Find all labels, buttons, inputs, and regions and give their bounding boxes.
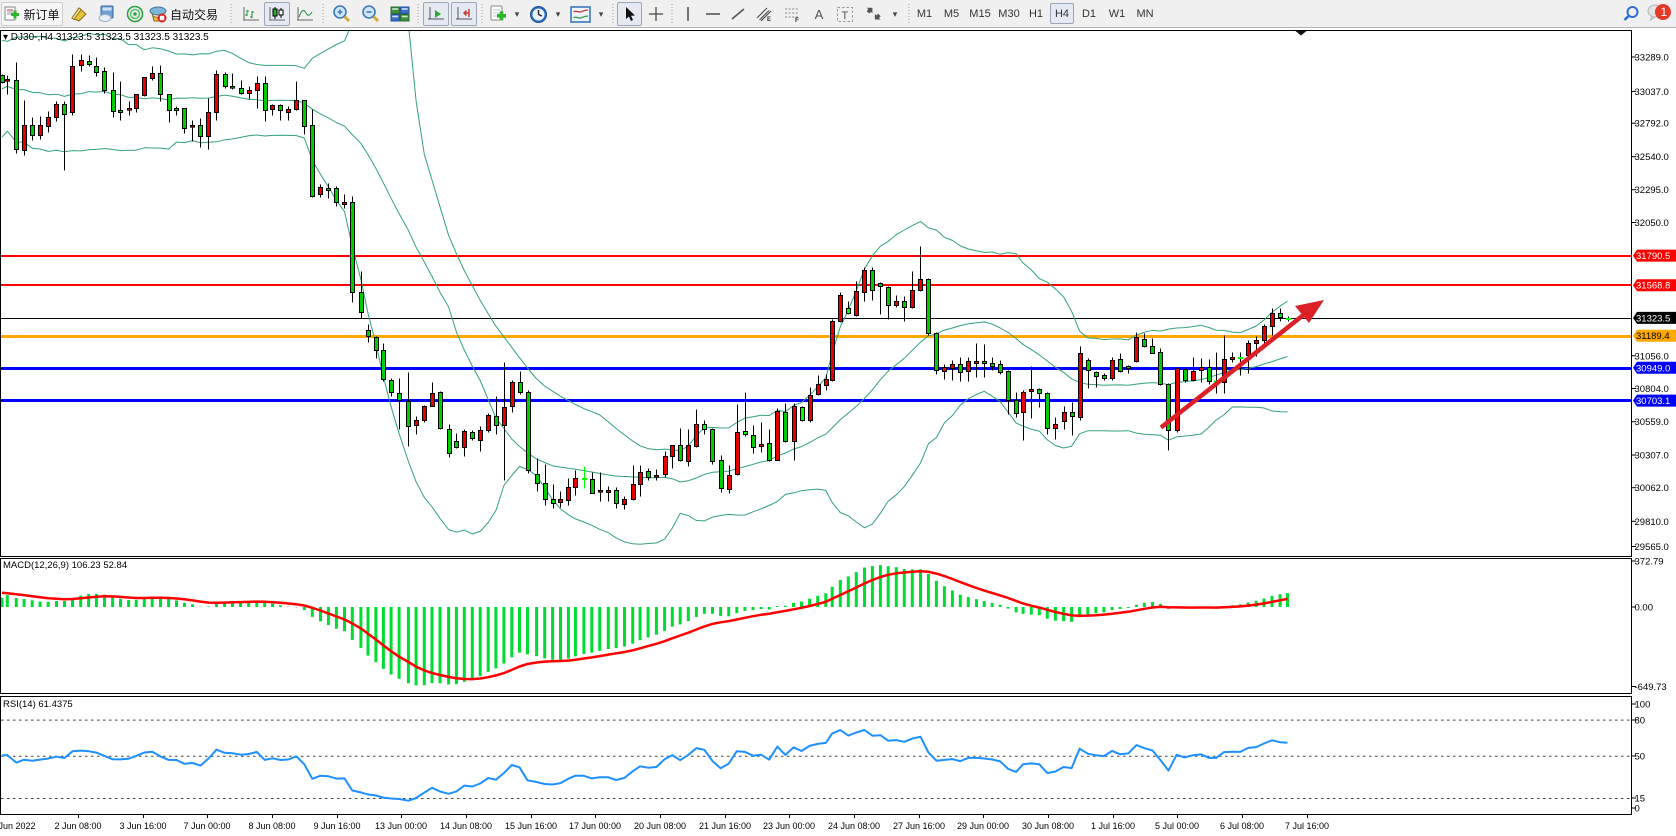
svg-text:50: 50 (1635, 752, 1646, 763)
svg-text:31790.5: 31790.5 (1636, 251, 1670, 262)
svg-text:372.79: 372.79 (1635, 557, 1664, 568)
svg-text:5 Jul 00:00: 5 Jul 00:00 (1155, 821, 1199, 831)
svg-text:0: 0 (1635, 804, 1640, 815)
svg-text:17 Jun 00:00: 17 Jun 00:00 (569, 821, 621, 831)
svg-text:8 Jun 08:00: 8 Jun 08:00 (248, 821, 295, 831)
svg-text:6 Jul 08:00: 6 Jul 08:00 (1220, 821, 1264, 831)
svg-text:7 Jun 00:00: 7 Jun 00:00 (183, 821, 230, 831)
svg-text:21 Jun 16:00: 21 Jun 16:00 (699, 821, 751, 831)
svg-text:E: E (767, 17, 771, 22)
svg-text:0.00: 0.00 (1635, 603, 1654, 614)
svg-text:31323.5: 31323.5 (1636, 313, 1670, 324)
svg-text:30062.0: 30062.0 (1635, 483, 1669, 494)
svg-text:1: 1 (1661, 5, 1668, 19)
svg-text:80: 80 (1635, 716, 1646, 727)
svg-text:2 Jun 08:00: 2 Jun 08:00 (54, 821, 101, 831)
svg-text:30949.0: 30949.0 (1636, 363, 1670, 374)
svg-text:23 Jun 00:00: 23 Jun 00:00 (763, 821, 815, 831)
svg-text:-649.73: -649.73 (1635, 682, 1667, 693)
svg-text:27 Jun 16:00: 27 Jun 16:00 (893, 821, 945, 831)
svg-text:33037.0: 33037.0 (1635, 87, 1669, 98)
svg-text:1 Jul 16:00: 1 Jul 16:00 (1091, 821, 1135, 831)
svg-text:13 Jun 00:00: 13 Jun 00:00 (375, 821, 427, 831)
svg-text:15: 15 (1635, 794, 1646, 805)
svg-text:30307.0: 30307.0 (1635, 451, 1669, 462)
svg-text:15 Jun 16:00: 15 Jun 16:00 (505, 821, 557, 831)
svg-text:7 Jul 16:00: 7 Jul 16:00 (1285, 821, 1329, 831)
svg-text:33289.0: 33289.0 (1635, 53, 1669, 64)
svg-text:32792.0: 32792.0 (1635, 119, 1669, 130)
svg-text:32050.0: 32050.0 (1635, 218, 1669, 229)
svg-text:29 Jun 00:00: 29 Jun 00:00 (957, 821, 1009, 831)
svg-text:30 Jun 08:00: 30 Jun 08:00 (1022, 821, 1074, 831)
svg-text:RSI(14) 61.4375: RSI(14) 61.4375 (3, 699, 73, 710)
svg-text:31189.4: 31189.4 (1636, 331, 1670, 342)
svg-text:30703.1: 30703.1 (1636, 396, 1670, 407)
svg-text:F: F (795, 17, 799, 22)
svg-text:T: T (842, 10, 849, 22)
svg-text:MACD(12,26,9) 106.23 52.84: MACD(12,26,9) 106.23 52.84 (3, 560, 127, 571)
svg-text:14 Jun 08:00: 14 Jun 08:00 (440, 821, 492, 831)
svg-text:24 Jun 08:00: 24 Jun 08:00 (828, 821, 880, 831)
svg-text:31568.8: 31568.8 (1636, 281, 1670, 292)
svg-text:29565.0: 29565.0 (1635, 542, 1669, 553)
svg-text:20 Jun 08:00: 20 Jun 08:00 (634, 821, 686, 831)
svg-text:3 Jun 16:00: 3 Jun 16:00 (119, 821, 166, 831)
svg-text:29810.0: 29810.0 (1635, 517, 1669, 528)
svg-text:32540.0: 32540.0 (1635, 152, 1669, 163)
svg-text:31056.0: 31056.0 (1635, 351, 1669, 362)
svg-text:30559.0: 30559.0 (1635, 417, 1669, 428)
svg-text:1 Jun 2022: 1 Jun 2022 (0, 821, 36, 831)
svg-text:32295.0: 32295.0 (1635, 185, 1669, 196)
svg-text:100: 100 (1635, 700, 1651, 711)
svg-text:▾ DJ30-,H4 31323.5 31323.5 31: ▾ DJ30-,H4 31323.5 31323.5 31323.5 31323… (3, 32, 209, 43)
svg-text:9 Jun 16:00: 9 Jun 16:00 (313, 821, 360, 831)
svg-text:30804.0: 30804.0 (1635, 384, 1669, 395)
